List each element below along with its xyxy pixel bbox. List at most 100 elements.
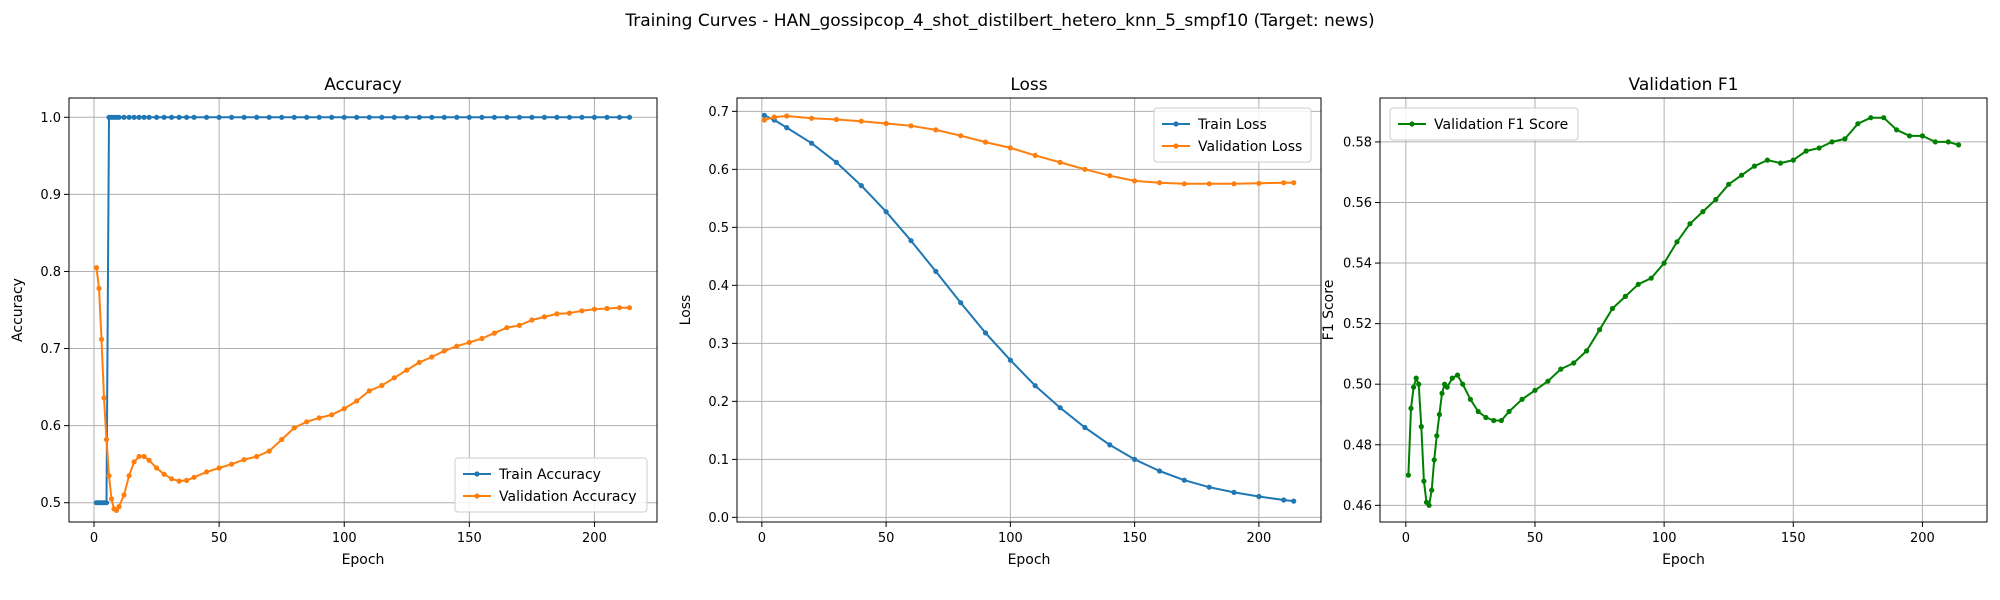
data-point (141, 453, 147, 460)
data-point (1291, 180, 1297, 186)
data-point (504, 114, 510, 120)
data-point (504, 325, 510, 331)
data-point (626, 305, 633, 311)
data-point (113, 507, 120, 513)
data-point (1764, 157, 1770, 163)
data-point (126, 473, 132, 479)
data-point (1413, 375, 1419, 381)
data-point (254, 114, 260, 120)
axes-frame (1379, 97, 1988, 523)
data-point (266, 114, 272, 120)
data-point (1426, 502, 1432, 508)
data-point (391, 114, 397, 120)
data-point (341, 114, 347, 120)
chart-title: Loss (1010, 75, 1047, 95)
data-point (1829, 139, 1835, 145)
data-point (1906, 133, 1913, 139)
data-point (1597, 327, 1603, 333)
data-point (304, 114, 310, 120)
x-tick-label: 50 (878, 531, 895, 546)
x-axis-label: Epoch (1662, 552, 1705, 568)
y-tick-label: 0.9 (40, 188, 61, 203)
data-point (216, 114, 222, 120)
data-point (982, 139, 989, 145)
y-axis-label: Loss (678, 295, 694, 326)
data-point (454, 114, 460, 120)
data-point (616, 114, 623, 120)
data-point (184, 477, 190, 483)
data-point (106, 473, 112, 479)
data-point (958, 133, 964, 139)
data-point (154, 114, 160, 120)
data-point (466, 339, 472, 345)
series-line-1 (763, 114, 1294, 503)
data-point (1661, 260, 1667, 266)
data-point (1007, 145, 1014, 151)
data-point (404, 367, 410, 373)
data-point (1082, 424, 1088, 431)
data-point (1519, 396, 1525, 402)
data-point (1429, 487, 1435, 493)
legend-entry-label: Train Loss (1197, 117, 1267, 133)
data-point (291, 425, 297, 431)
data-point (1431, 457, 1437, 463)
data-point (266, 448, 272, 454)
chart-3: 0 50 100 150 200 0.46 0.48 0.50 0.52 0.54 0.56 0.58… (1321, 75, 1988, 568)
data-point (833, 159, 840, 165)
data-point (316, 114, 322, 120)
data-point (1156, 180, 1163, 186)
data-point (1700, 209, 1706, 215)
data-point (604, 305, 610, 312)
data-point (883, 209, 889, 215)
data-point (1803, 148, 1809, 154)
data-point (529, 317, 535, 323)
data-point (604, 114, 610, 120)
legend: Train Loss Validation Loss (1153, 107, 1312, 163)
data-point (1545, 378, 1551, 384)
data-point (1434, 433, 1440, 439)
data-point (204, 114, 210, 120)
data-point (591, 306, 598, 312)
data-point (1498, 417, 1504, 424)
data-point (216, 465, 222, 471)
data-point (566, 114, 573, 120)
data-point (101, 395, 107, 401)
data-point (176, 478, 182, 484)
data-point (1206, 181, 1212, 187)
data-point (329, 114, 335, 120)
data-point (1956, 142, 1962, 148)
data-point (1532, 387, 1538, 393)
data-point (541, 314, 548, 320)
chart-1: 0 50 100 150 200 0.5 0.6 0.7 0.8 0.9 1.0 Accuracy Ep… (10, 75, 658, 568)
data-point (136, 114, 142, 120)
data-point (933, 268, 939, 274)
x-tick-label: 100 (1652, 531, 1677, 546)
x-tick-label: 150 (1781, 531, 1806, 546)
y-tick-label: 0.48 (1343, 438, 1372, 453)
data-point (116, 114, 122, 120)
legend-entry-label: Train Accuracy (498, 467, 601, 483)
x-axis-label: Epoch (342, 552, 385, 568)
data-point (1231, 181, 1237, 187)
axes-frame (736, 97, 1322, 523)
data-point (1467, 396, 1473, 402)
data-point (131, 114, 137, 120)
y-tick-label: 0.8 (40, 265, 61, 280)
data-point (191, 114, 197, 120)
data-point (1790, 157, 1796, 163)
data-point (1281, 497, 1287, 503)
data-point (136, 453, 142, 460)
data-point (761, 117, 767, 123)
data-point (416, 114, 422, 120)
data-point (354, 114, 360, 120)
legend: Validation F1 Score (1389, 107, 1579, 141)
y-tick-label: 0.4 (708, 279, 729, 294)
data-point (908, 238, 914, 244)
data-point (316, 415, 322, 421)
legend-swatch-marker (474, 471, 480, 477)
legend-entry-label: Validation Accuracy (499, 489, 637, 505)
data-point (541, 114, 548, 120)
data-point (241, 457, 247, 463)
x-tick-label: 100 (998, 531, 1023, 546)
